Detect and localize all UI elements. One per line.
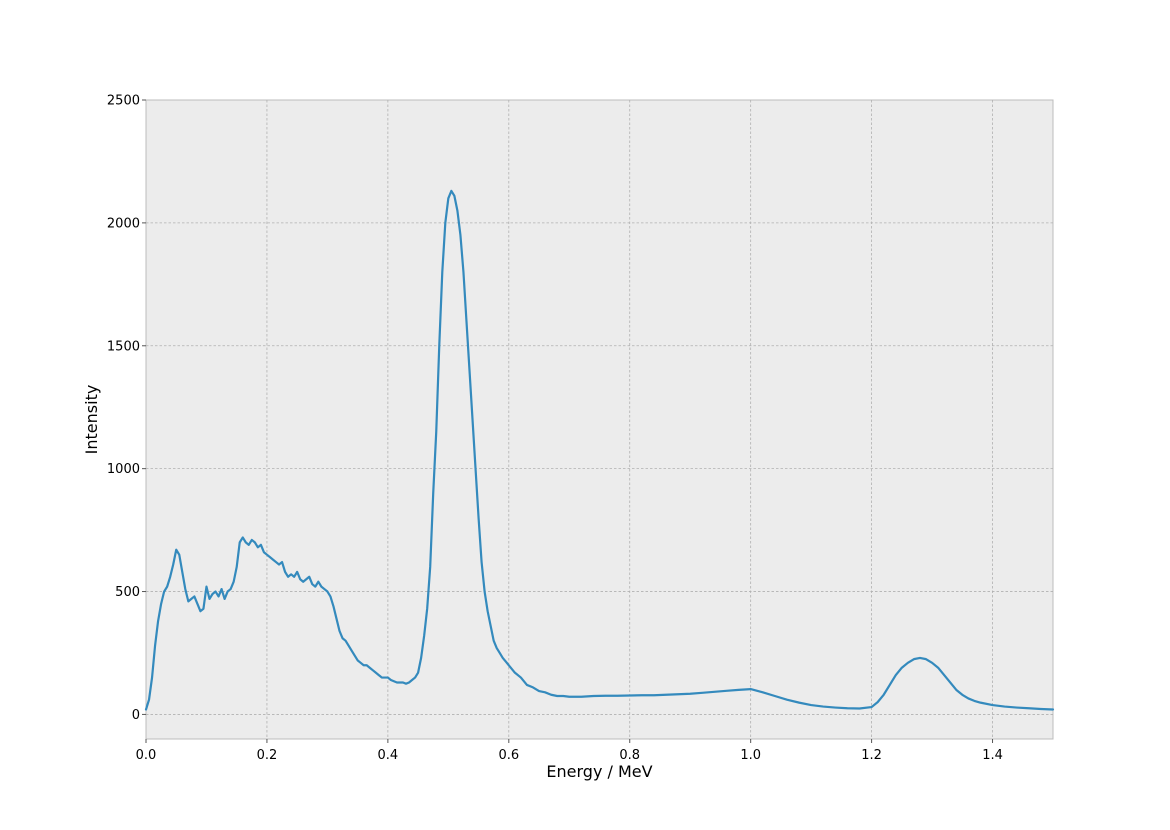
x-tick-label: 0.0 (136, 748, 157, 763)
x-tick-label: 1.4 (982, 748, 1003, 763)
x-tick-label: 0.2 (257, 748, 278, 763)
y-tick-label: 1500 (107, 339, 140, 354)
y-tick-label: 2000 (107, 216, 140, 231)
y-tick-labels: 0 500 1000 1500 2000 2500 (107, 94, 140, 723)
y-tick-label: 2500 (107, 94, 140, 109)
y-tick-label: 1000 (107, 462, 140, 477)
x-tick-label: 0.6 (498, 748, 519, 763)
x-axis-label: Energy / MeV (546, 762, 652, 781)
plot-area (145, 99, 1054, 740)
axis-ticks (142, 99, 994, 743)
series-layer (144, 189, 1055, 711)
x-tick-label: 0.4 (378, 748, 399, 763)
x-tick-label: 1.2 (861, 748, 882, 763)
y-tick-label: 500 (115, 585, 140, 600)
y-tick-label: 0 (132, 708, 140, 723)
spectrum-line (144, 189, 1055, 711)
y-axis-label: Intensity (82, 385, 101, 455)
grid-lines (146, 100, 1053, 739)
x-tick-label: 1.0 (740, 748, 761, 763)
x-tick-label: 0.8 (619, 748, 640, 763)
x-tick-labels: 0.0 0.2 0.4 0.6 0.8 1.0 1.2 1.4 (136, 748, 1003, 763)
